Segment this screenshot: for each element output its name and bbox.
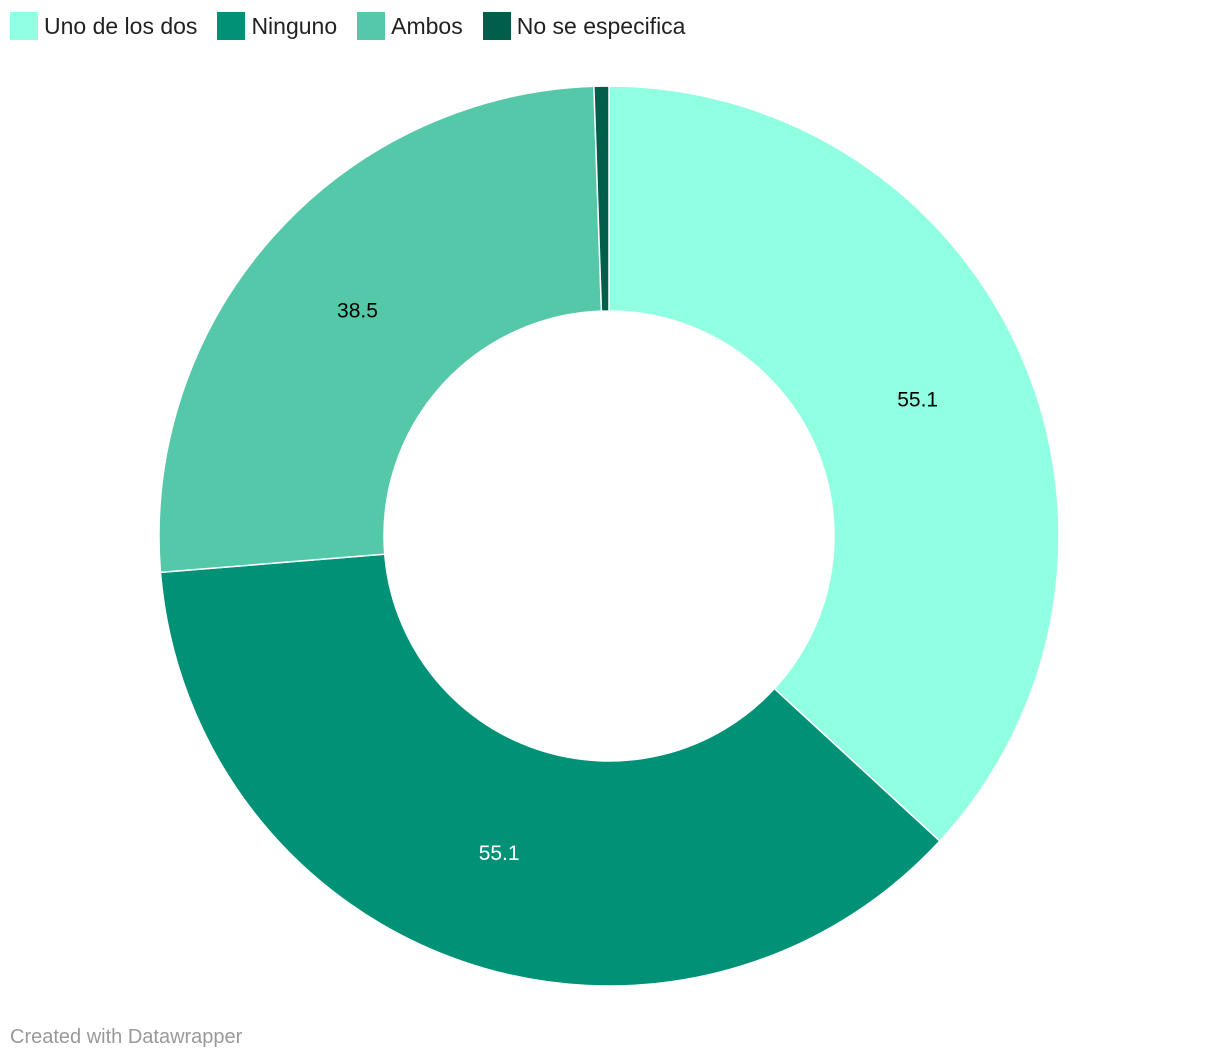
legend-swatch (217, 12, 246, 40)
slice (159, 553, 941, 987)
legend-swatch (357, 12, 386, 40)
slice (608, 85, 1060, 843)
legend-label: Uno de los dos (44, 12, 198, 39)
legend: Uno de los dos Ninguno Ambos No se especifi… (10, 12, 685, 40)
chart: 55.1 55.1 38.5 (158, 85, 1060, 987)
legend-label: No se especifica (516, 12, 686, 39)
value-label: 55.1 (897, 388, 938, 411)
value-label: 55.1 (479, 842, 520, 865)
legend-item: Ninguno (217, 12, 337, 40)
legend-label: Ambos (391, 12, 463, 39)
legend-swatch (10, 12, 38, 40)
slice (593, 85, 610, 312)
value-label: 38.5 (337, 299, 378, 322)
legend-item: Ambos (357, 12, 463, 40)
footer: Created with Datawrapper (10, 1026, 243, 1048)
slice (158, 85, 603, 574)
legend-swatch (482, 12, 511, 40)
legend-item: Uno de los dos (10, 12, 197, 40)
legend-label: Ninguno (251, 12, 338, 39)
legend-item: No se especifica (482, 12, 686, 40)
